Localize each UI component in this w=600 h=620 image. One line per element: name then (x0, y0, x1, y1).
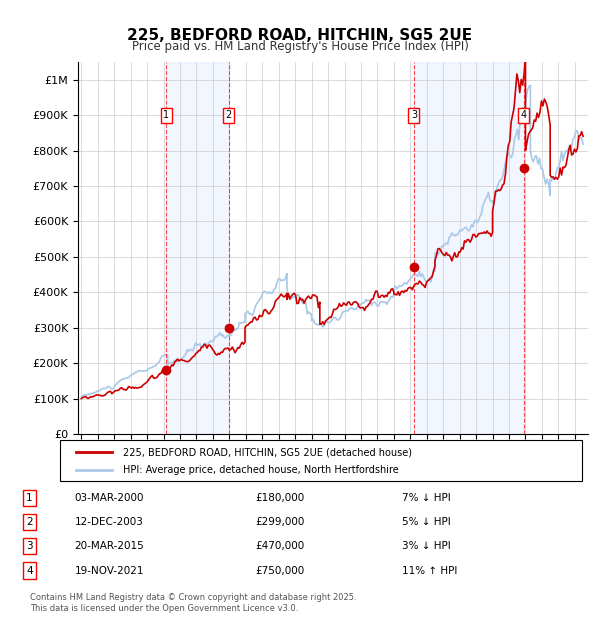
Text: HPI: Average price, detached house, North Hertfordshire: HPI: Average price, detached house, Nort… (122, 466, 398, 476)
Text: 3: 3 (26, 541, 32, 551)
Text: £470,000: £470,000 (255, 541, 304, 551)
Text: 4: 4 (26, 565, 32, 575)
Text: 1: 1 (163, 110, 169, 120)
Text: £180,000: £180,000 (255, 493, 304, 503)
Text: £299,000: £299,000 (255, 517, 304, 527)
Bar (414, 62, 524, 434)
Text: 3: 3 (411, 110, 417, 120)
Text: 2: 2 (26, 517, 32, 527)
Text: Contains HM Land Registry data © Crown copyright and database right 2025.
This d: Contains HM Land Registry data © Crown c… (30, 593, 356, 613)
Text: 7% ↓ HPI: 7% ↓ HPI (401, 493, 450, 503)
Text: 4: 4 (521, 110, 527, 120)
Text: 3% ↓ HPI: 3% ↓ HPI (401, 541, 450, 551)
Text: 225, BEDFORD ROAD, HITCHIN, SG5 2UE (detached house): 225, BEDFORD ROAD, HITCHIN, SG5 2UE (det… (122, 447, 412, 458)
Text: Price paid vs. HM Land Registry's House Price Index (HPI): Price paid vs. HM Land Registry's House … (131, 40, 469, 53)
Bar (166, 62, 229, 434)
Text: 225, BEDFORD ROAD, HITCHIN, SG5 2UE: 225, BEDFORD ROAD, HITCHIN, SG5 2UE (127, 28, 473, 43)
Text: 5% ↓ HPI: 5% ↓ HPI (401, 517, 450, 527)
FancyBboxPatch shape (60, 440, 582, 480)
Text: 20-MAR-2015: 20-MAR-2015 (74, 541, 144, 551)
Text: 12-DEC-2003: 12-DEC-2003 (74, 517, 143, 527)
Text: 11% ↑ HPI: 11% ↑ HPI (401, 565, 457, 575)
Text: 1: 1 (26, 493, 32, 503)
Text: 03-MAR-2000: 03-MAR-2000 (74, 493, 144, 503)
Text: 19-NOV-2021: 19-NOV-2021 (74, 565, 144, 575)
Text: £750,000: £750,000 (255, 565, 304, 575)
Text: 2: 2 (226, 110, 232, 120)
